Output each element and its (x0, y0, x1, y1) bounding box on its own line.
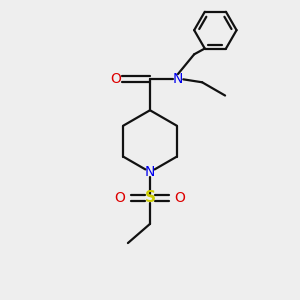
Text: O: O (115, 191, 125, 205)
Text: N: N (145, 165, 155, 179)
Text: N: N (173, 72, 183, 86)
Text: O: O (175, 191, 185, 205)
Text: S: S (145, 190, 155, 206)
Text: O: O (110, 72, 121, 86)
